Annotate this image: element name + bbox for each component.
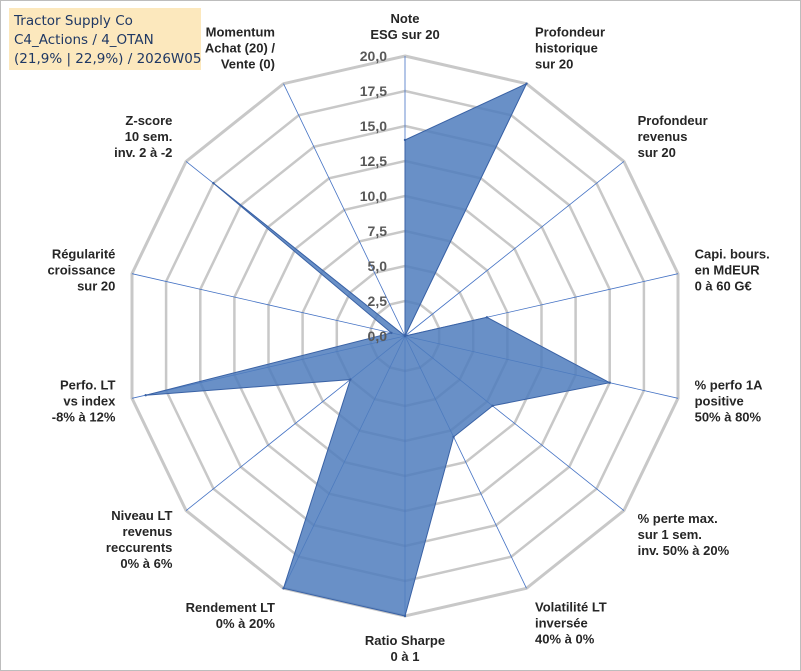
data-point (485, 316, 489, 319)
axis-label-line: sur 20 (77, 278, 115, 293)
tick-label: 17,5 (360, 83, 387, 99)
axis-label: Rendement LT0% à 20% (186, 600, 276, 631)
axis-spoke (283, 83, 406, 337)
data-point (282, 587, 285, 590)
axis-label-line: Ratio Sharpe (365, 633, 445, 648)
axis-label-line: 0% à 20% (216, 616, 276, 631)
axis-label-line: Régularité (52, 246, 116, 261)
axis-label-line: 0% à 6% (120, 556, 172, 571)
axis-label-line: ESG sur 20 (370, 27, 439, 42)
tick-label: 20,0 (360, 48, 387, 64)
axis-label-line: 10 sem. (125, 129, 173, 144)
axis-label-line: 40% à 0% (535, 631, 595, 646)
axis-label-line: Volatilité LT (535, 599, 607, 614)
axis-label-line: Rendement LT (186, 600, 275, 615)
axis-label-line: % perfo 1A (695, 378, 764, 393)
axis-label-line: Profondeur (638, 113, 708, 128)
axis-label-line: Achat (20) / (205, 41, 275, 56)
axis-label-line: Vente (0) (221, 57, 275, 72)
axis-label-line: sur 1 sem. (638, 527, 702, 542)
tick-layer: 0,0 2,5 5,0 7,5 10,0 12,5 15,0 17,5 20,0 (360, 48, 387, 344)
axis-label-line: en MdEUR (695, 262, 761, 277)
axis-label-line: inversée (535, 615, 588, 630)
data-point (452, 435, 455, 439)
data-point (491, 404, 494, 407)
axis-label-line: 0 à 60 G€ (695, 278, 752, 293)
axis-label: % perte max.sur 1 sem.inv. 50% à 20% (638, 511, 730, 558)
data-point (525, 82, 528, 85)
axis-label-line: vs index (63, 394, 116, 409)
title-line-category: C4_Actions / 4_OTAN (14, 32, 154, 48)
tick-label: 7,5 (368, 223, 388, 239)
axis-spoke (404, 161, 625, 337)
axis-label-line: Perfo. LT (60, 378, 115, 393)
data-point (212, 182, 215, 185)
axis-label-line: revenus (638, 129, 688, 144)
tick-label: 12,5 (360, 153, 387, 169)
axis-label-line: revenus (123, 524, 173, 539)
data-point (403, 334, 407, 338)
axis-label-line: Note (391, 11, 420, 26)
axis-label-line: Niveau LT (111, 508, 172, 523)
data-point (403, 614, 407, 618)
data-point (390, 331, 393, 335)
axis-label-line: Z-score (125, 113, 172, 128)
data-point (608, 381, 611, 384)
axis-label-line: Capi. bours. (695, 246, 770, 261)
axis-label-line: Momentum (206, 25, 275, 40)
axis-label-line: inv. 2 à -2 (114, 145, 172, 160)
tick-label: 2,5 (368, 293, 388, 309)
title-box: Tractor Supply Co C4_Actions / 4_OTAN (2… (9, 8, 201, 70)
title-line-stats: (21,9% | 22,9%) / 2026W05 (14, 51, 202, 67)
axis-label-line: % perte max. (638, 511, 718, 526)
tick-label: 10,0 (360, 188, 387, 204)
axis-spoke (131, 273, 406, 337)
series-layer (144, 82, 612, 618)
tick-label: 5,0 (368, 258, 388, 274)
title-line-company: Tractor Supply Co (14, 13, 133, 29)
axis-label-line: inv. 50% à 20% (638, 543, 730, 558)
axis-label-line: reccurents (106, 540, 172, 555)
axis-label-line: positive (695, 394, 744, 409)
axis-label-line: sur 20 (638, 145, 676, 160)
axis-label-line: historique (535, 41, 598, 56)
axis-label-line: Profondeur (535, 25, 605, 40)
tick-label: 15,0 (360, 118, 387, 134)
axis-label-line: sur 20 (535, 57, 573, 72)
axis-label-line: 0 à 1 (391, 649, 420, 664)
data-point (349, 378, 352, 381)
tick-label: 0,0 (368, 328, 388, 344)
axis-label-line: 50% à 80% (695, 410, 762, 425)
axis-label-line: -8% à 12% (52, 410, 116, 425)
data-point (144, 394, 147, 397)
axis-label-line: croissance (47, 262, 115, 277)
data-point (403, 138, 407, 142)
